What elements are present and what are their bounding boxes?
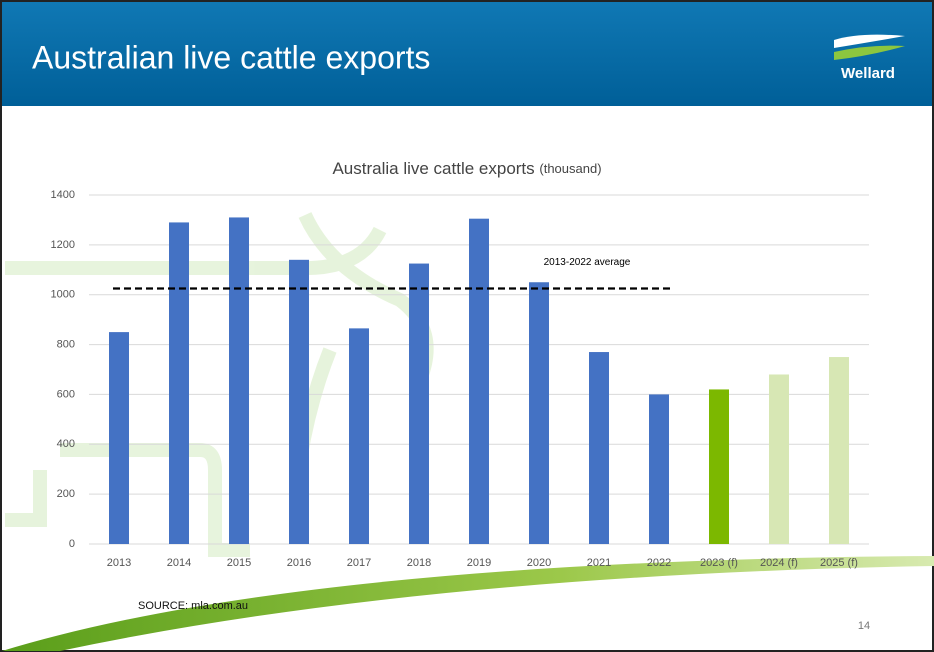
chart-title: Australia live cattle exports — [332, 159, 534, 178]
logo-swoosh — [834, 45, 905, 60]
chart-subtitle: (thousand) — [539, 161, 601, 176]
bar — [109, 332, 129, 544]
x-tick-label: 2023 (f) — [700, 557, 738, 569]
x-tick-label: 2021 — [587, 557, 611, 569]
logo: Wellard — [834, 34, 905, 82]
bar — [709, 389, 729, 544]
reference-line-label: 2013-2022 average — [544, 257, 631, 268]
x-tick-label: 2014 — [167, 557, 191, 569]
x-tick-label: 2016 — [287, 557, 311, 569]
bar — [349, 328, 369, 544]
y-tick-label: 1400 — [51, 189, 75, 201]
bar — [769, 374, 789, 544]
bar — [829, 357, 849, 544]
bar — [409, 263, 429, 544]
logo-text: Wellard — [841, 65, 895, 82]
slide-title: Australian live cattle exports — [32, 39, 430, 75]
x-tick-label: 2013 — [107, 557, 131, 569]
x-tick-label: 2018 — [407, 557, 431, 569]
page-number: 14 — [858, 620, 870, 632]
bar — [529, 282, 549, 544]
bar — [169, 222, 189, 544]
x-tick-label: 2020 — [527, 557, 551, 569]
bar — [469, 218, 489, 545]
footer-swoosh — [2, 556, 934, 651]
x-tick-label: 2017 — [347, 557, 371, 569]
y-tick-label: 1200 — [51, 239, 75, 251]
logo-swoosh — [834, 34, 905, 48]
bar — [229, 217, 249, 544]
y-tick-label: 600 — [57, 388, 75, 400]
source-note: SOURCE: mla.com.au — [138, 600, 248, 612]
bar — [649, 394, 669, 544]
bar — [589, 352, 609, 544]
y-tick-label: 0 — [69, 538, 75, 550]
x-tick-label: 2025 (f) — [820, 557, 858, 569]
header-band — [2, 2, 932, 106]
x-tick-label: 2022 — [647, 557, 671, 569]
y-tick-label: 200 — [57, 488, 75, 500]
x-tick-label: 2015 — [227, 557, 251, 569]
bar — [289, 259, 309, 544]
y-tick-label: 400 — [57, 438, 75, 450]
y-tick-label: 1000 — [51, 289, 75, 301]
y-tick-label: 800 — [57, 338, 75, 350]
plot: 0 200 400 600 800 1000 1200 1400 2013 2014 2015 201… — [51, 189, 869, 569]
x-tick-label: 2019 — [467, 557, 491, 569]
chart-title-group: Australia live cattle exports (thousand) — [332, 159, 601, 178]
x-tick-label: 2024 (f) — [760, 557, 798, 569]
